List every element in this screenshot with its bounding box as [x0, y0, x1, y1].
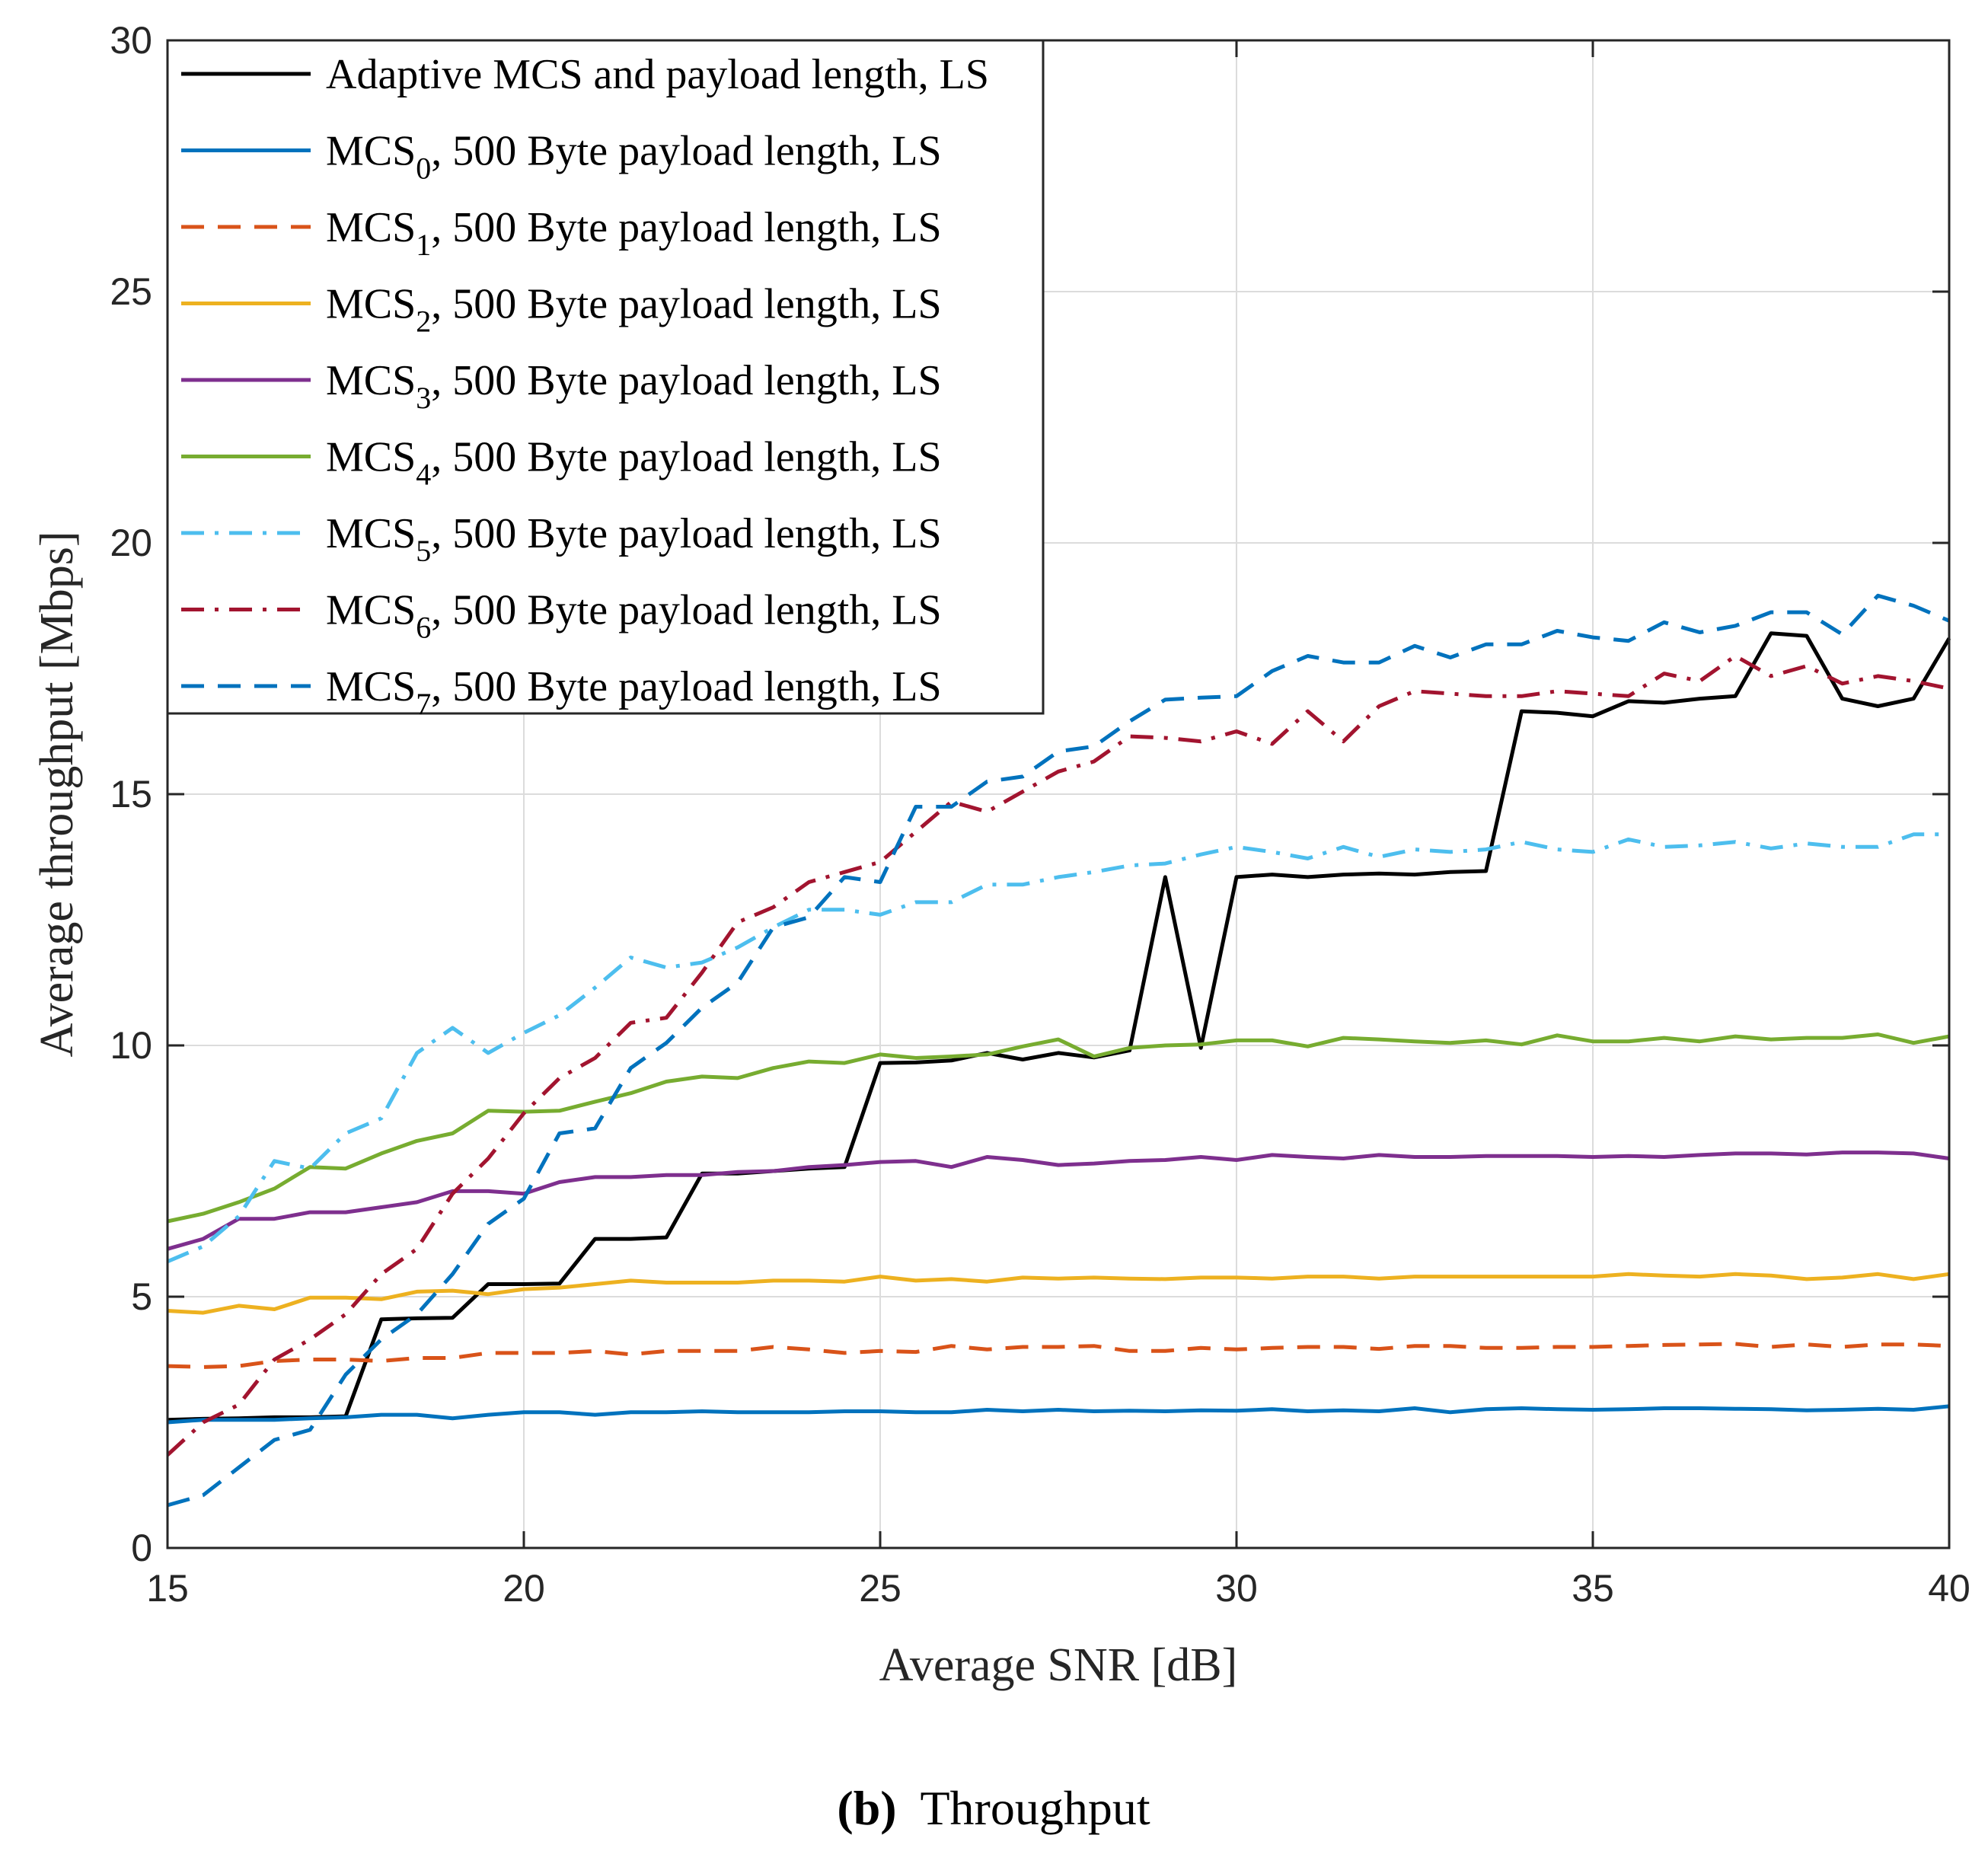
y-tick-label-20: 20	[110, 522, 152, 564]
x-tick-label-20: 20	[503, 1567, 545, 1610]
series-line-6	[167, 832, 1949, 1264]
legend-label-8: MCS7, 500 Byte payload length, LS	[326, 663, 942, 721]
y-axis-label: Average throughput [Mbps]	[31, 531, 83, 1057]
legend-label-subscript: 4	[416, 458, 431, 492]
legend-label-5: MCS4, 500 Byte payload length, LS	[326, 434, 942, 492]
legend-label-main: MCS	[326, 204, 416, 251]
series-line-3	[167, 1272, 1950, 1315]
y-tick-label-25: 25	[110, 270, 152, 313]
series-lines	[166, 593, 1951, 1508]
legend-label-4: MCS3, 500 Byte payload length, LS	[326, 357, 942, 415]
x-tick-label-35: 35	[1572, 1567, 1614, 1610]
legend-label-subscript: 5	[416, 534, 431, 568]
caption-letter: (b)	[837, 1781, 896, 1835]
legend-label-7: MCS6, 500 Byte payload length, LS	[326, 587, 942, 645]
legend-box	[166, 39, 1045, 715]
legend-label-rest: , 500 Byte payload length, LS	[431, 357, 941, 404]
legend-label-main: MCS	[326, 357, 416, 404]
legend-label-main: MCS	[326, 128, 416, 175]
legend-label-subscript: 2	[416, 305, 431, 339]
legend-label-1: MCS0, 500 Byte payload length, LS	[326, 128, 942, 186]
legend-label-rest: , 500 Byte payload length, LS	[431, 128, 941, 175]
series-line-8	[167, 593, 1950, 1508]
y-tick-label-5: 5	[131, 1275, 152, 1318]
legend-label-rest: , 500 Byte payload length, LS	[431, 204, 941, 251]
legend-entries: Adaptive MCS and payload length, LSMCS0,…	[181, 51, 989, 721]
legend-label-main: MCS	[326, 663, 416, 710]
caption-text: Throughput	[920, 1781, 1150, 1835]
legend-label-subscript: 6	[416, 611, 431, 645]
legend-label-rest: , 500 Byte payload length, LS	[431, 434, 941, 481]
series-line-2	[167, 1342, 1950, 1369]
figure-caption: (b) Throughput	[837, 1781, 1150, 1835]
legend: Adaptive MCS and payload length, LSMCS0,…	[166, 39, 1045, 721]
legend-label-3: MCS2, 500 Byte payload length, LS	[326, 281, 942, 339]
legend-label-subscript: 0	[416, 152, 431, 186]
legend-label-main: MCS	[326, 434, 416, 481]
legend-label-6: MCS5, 500 Byte payload length, LS	[326, 510, 942, 568]
x-tick-label-30: 30	[1215, 1567, 1258, 1610]
legend-label-rest: , 500 Byte payload length, LS	[431, 510, 941, 557]
legend-label-main: MCS	[326, 281, 416, 328]
legend-label-0: Adaptive MCS and payload length, LS	[326, 51, 989, 98]
x-tick-label-25: 25	[859, 1567, 901, 1610]
series-line-1	[167, 1404, 1950, 1425]
legend-label-rest: , 500 Byte payload length, LS	[431, 281, 941, 328]
x-axis-label: Average SNR [dB]	[879, 1639, 1238, 1691]
series-line-0	[167, 631, 1951, 1422]
legend-label-rest: , 500 Byte payload length, LS	[431, 587, 941, 634]
y-tick-label-10: 10	[110, 1024, 152, 1067]
legend-label-2: MCS1, 500 Byte payload length, LS	[326, 204, 942, 262]
y-tick-label-30: 30	[110, 19, 152, 62]
x-tick-label-15: 15	[146, 1567, 189, 1610]
series-line-7	[166, 654, 1950, 1457]
series-line-5	[167, 1032, 1950, 1224]
legend-label-subscript: 3	[416, 381, 431, 415]
legend-label-main: MCS	[326, 587, 416, 634]
legend-label-subscript: 7	[416, 687, 431, 721]
x-tick-label-40: 40	[1928, 1567, 1970, 1610]
legend-label-main: MCS	[326, 510, 416, 557]
legend-label-subscript: 1	[416, 228, 431, 262]
legend-label-rest: , 500 Byte payload length, LS	[431, 663, 941, 710]
series-line-4	[167, 1150, 1950, 1251]
y-tick-label-15: 15	[110, 773, 152, 815]
y-tick-label-0: 0	[131, 1527, 152, 1569]
